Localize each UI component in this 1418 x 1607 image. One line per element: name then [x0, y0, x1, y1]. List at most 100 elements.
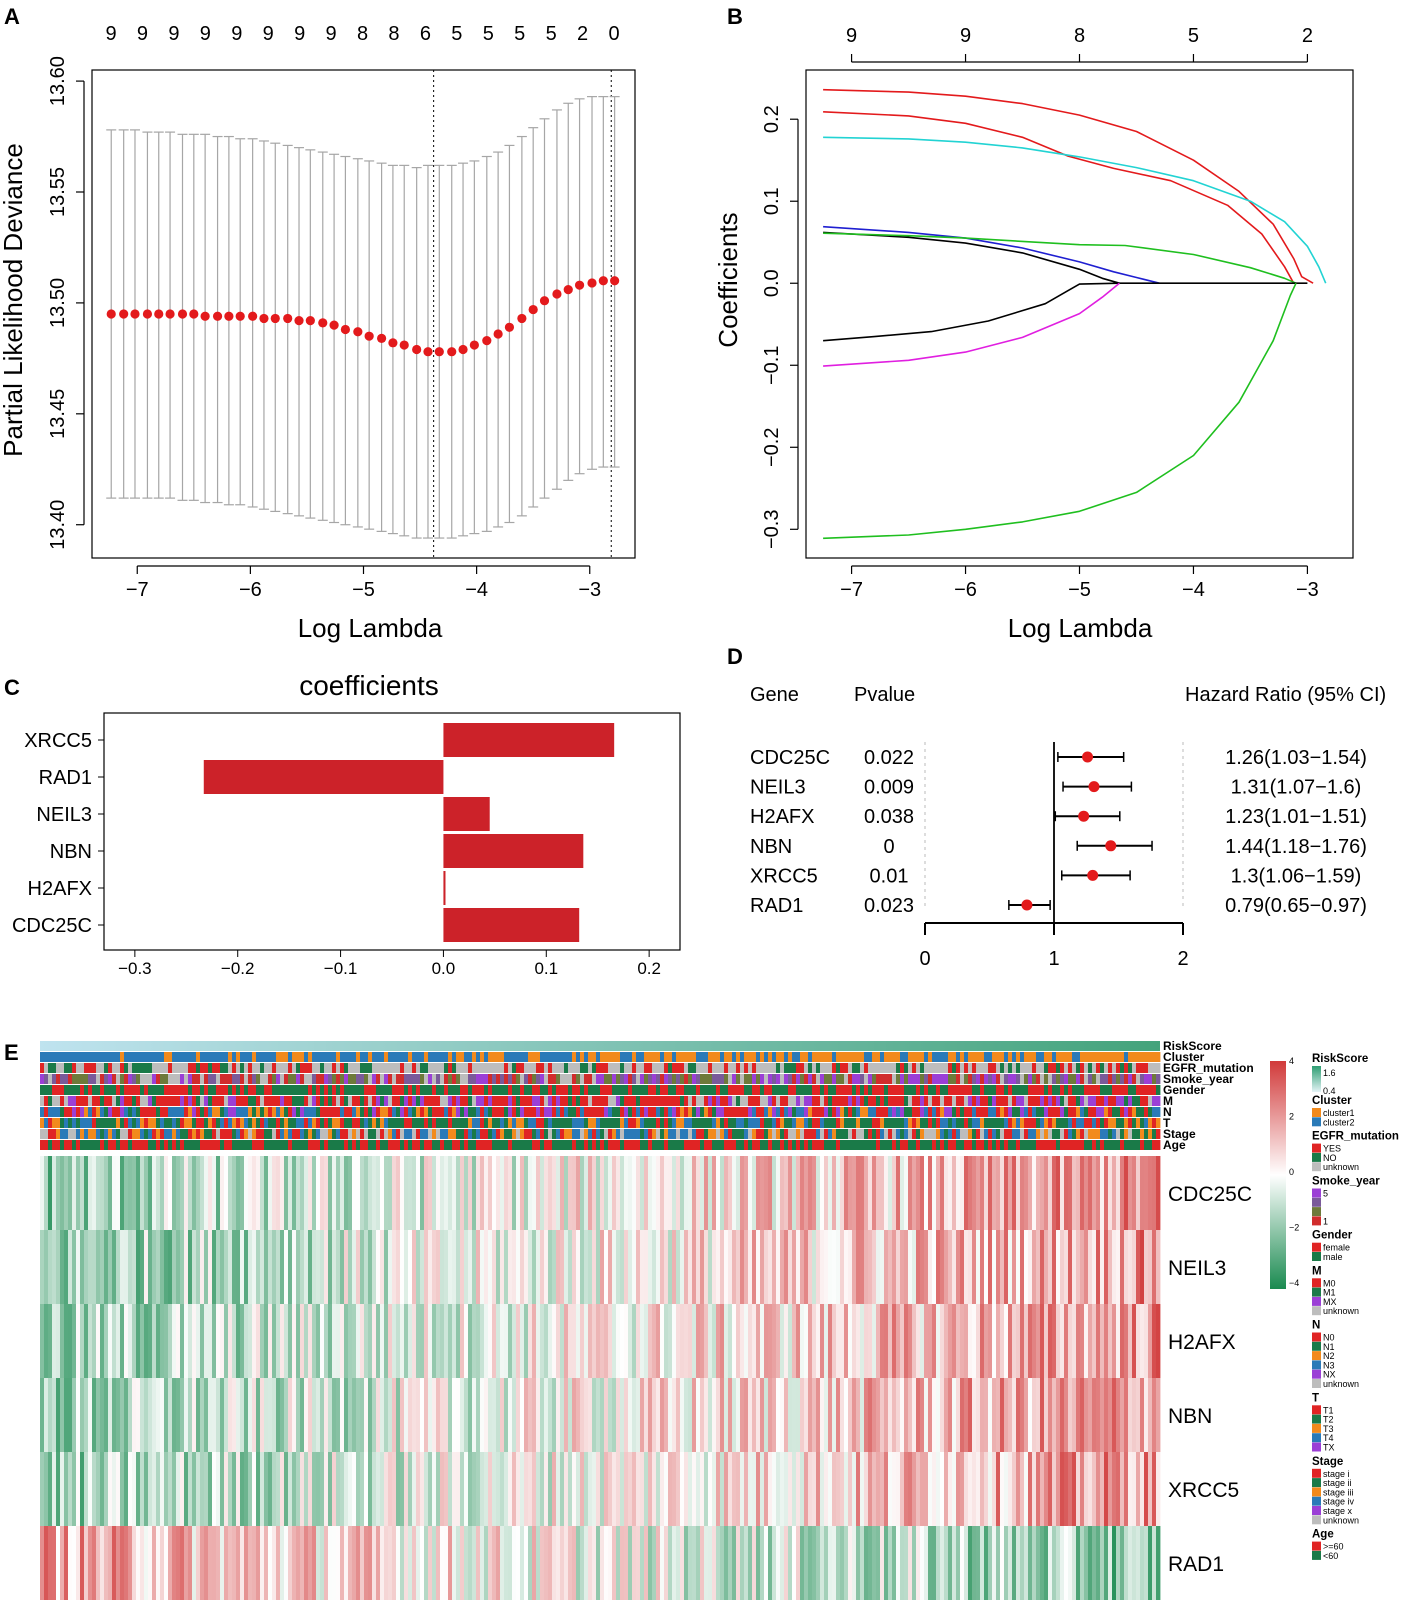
- heatmap-cell: [1112, 1230, 1117, 1304]
- track-cell: [864, 1140, 869, 1150]
- heatmap-cell: [120, 1452, 125, 1526]
- heatmap-cell: [656, 1452, 661, 1526]
- track-cell: [92, 1129, 97, 1139]
- track-cell: [408, 1140, 413, 1150]
- track-cell: [688, 1085, 693, 1095]
- track-cell: [108, 1052, 113, 1062]
- track-cell: [820, 1129, 825, 1139]
- track-cell: [400, 1085, 405, 1095]
- track-cell: [1104, 1107, 1109, 1117]
- track-cell: [280, 1063, 285, 1073]
- track-cell: [528, 1140, 533, 1150]
- heatmap-cell: [1056, 1304, 1061, 1378]
- heatmap-cell: [448, 1230, 453, 1304]
- track-cell: [564, 1052, 569, 1062]
- track-cell: [780, 1074, 785, 1084]
- heatmap-cell: [840, 1452, 845, 1526]
- heatmap-cell: [1140, 1304, 1145, 1378]
- heatmap-cell: [528, 1156, 533, 1230]
- track-cell: [764, 1085, 769, 1095]
- heatmap-cell: [476, 1526, 481, 1600]
- heatmap-cell: [996, 1452, 1001, 1526]
- heatmap-cell: [600, 1230, 605, 1304]
- heatmap-cell: [632, 1526, 637, 1600]
- track-cell: [868, 1107, 873, 1117]
- track-cell: [120, 1107, 125, 1117]
- legend-swatch: [1312, 1423, 1321, 1433]
- track-cell: [844, 1129, 849, 1139]
- heatmap-cell: [660, 1452, 665, 1526]
- heatmap-cell: [1148, 1452, 1153, 1526]
- track-cell: [240, 1129, 245, 1139]
- heatmap-cell: [488, 1452, 493, 1526]
- track-cell: [108, 1129, 113, 1139]
- heatmap-cell: [976, 1378, 981, 1452]
- track-cell: [688, 1140, 693, 1150]
- track-cell: [112, 1118, 117, 1128]
- track-cell: [996, 1096, 1001, 1106]
- heatmap-cell: [272, 1230, 277, 1304]
- track-cell: [404, 1118, 409, 1128]
- track-cell: [296, 1129, 301, 1139]
- track-cell: [900, 1063, 905, 1073]
- track-cell: [1044, 1052, 1049, 1062]
- heatmap-cell: [712, 1452, 717, 1526]
- legend-label: NO: [1323, 1153, 1337, 1163]
- track-cell: [840, 1107, 845, 1117]
- heatmap-cell: [232, 1378, 237, 1452]
- heatmap-cell: [472, 1230, 477, 1304]
- heatmap-cell: [904, 1156, 909, 1230]
- track-cell: [824, 1129, 829, 1139]
- track-cell: [528, 1085, 533, 1095]
- track-cell: [832, 1074, 837, 1084]
- track-cell: [600, 1074, 605, 1084]
- heatmap-cell: [268, 1378, 273, 1452]
- heatmap-cell: [792, 1378, 797, 1452]
- heatmap-cell: [156, 1156, 161, 1230]
- track-cell: [932, 1140, 937, 1150]
- track-cell: [276, 1096, 281, 1106]
- heatmap-cell: [776, 1156, 781, 1230]
- track-cell: [764, 1052, 769, 1062]
- track-cell: [932, 1085, 937, 1095]
- heatmap-cell: [196, 1378, 201, 1452]
- track-cell: [380, 1118, 385, 1128]
- deviance-point: [493, 329, 503, 339]
- heatmap-cell: [804, 1526, 809, 1600]
- track-cell: [728, 1107, 733, 1117]
- track-cell: [892, 1107, 897, 1117]
- track-cell: [764, 1107, 769, 1117]
- heatmap-cell: [348, 1452, 353, 1526]
- heatmap-cell: [1068, 1304, 1073, 1378]
- bars: [203, 723, 615, 942]
- track-cell: [708, 1052, 713, 1062]
- track-cell: [392, 1063, 397, 1073]
- track-cell: [224, 1140, 229, 1150]
- heatmap-cell: [220, 1156, 225, 1230]
- heatmap-cell: [376, 1304, 381, 1378]
- heatmap-cell: [924, 1452, 929, 1526]
- heatmap-cell: [564, 1304, 569, 1378]
- heatmap-cell: [588, 1378, 593, 1452]
- track-cell: [1152, 1129, 1157, 1139]
- track-cell: [412, 1129, 417, 1139]
- track-cell: [56, 1096, 61, 1106]
- track-cell: [792, 1118, 797, 1128]
- track-cell: [852, 1085, 857, 1095]
- heatmap-cell: [536, 1304, 541, 1378]
- heatmap-cell: [1092, 1230, 1097, 1304]
- track-cell: [892, 1096, 897, 1106]
- track-cell: [112, 1096, 117, 1106]
- track-cell: [96, 1085, 101, 1095]
- heatmap-cell: [760, 1156, 765, 1230]
- track-cell: [784, 1129, 789, 1139]
- heatmap-cell: [940, 1452, 945, 1526]
- track-cell: [628, 1140, 633, 1150]
- heatmap-cell: [872, 1156, 877, 1230]
- track-cell: [768, 1129, 773, 1139]
- heatmap-cell: [1016, 1156, 1021, 1230]
- heatmap-cell: [528, 1452, 533, 1526]
- track-cell: [1132, 1129, 1137, 1139]
- heatmap-cell: [796, 1304, 801, 1378]
- y-tick-label: 13.40: [47, 500, 69, 550]
